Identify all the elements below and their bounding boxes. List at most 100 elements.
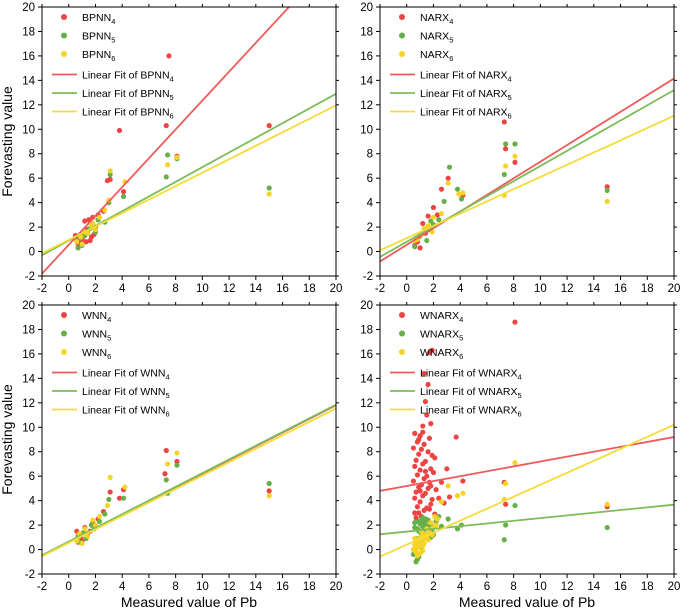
- y-tick-label: 2: [367, 520, 373, 532]
- point-wnarx4-11: [426, 435, 433, 441]
- x-tick-label: 2: [92, 581, 98, 593]
- chart-panel-top-left: -2 0 2 4 6 8 10 12 14 16 18 20 -2 0 2 4 6 8 10 12 14 16 18 20 Fo…: [0, 2, 342, 295]
- point-wnarx4-39: [420, 493, 426, 499]
- legend-label-narx5: NARX5: [420, 31, 453, 45]
- point-bpnn4-17: [83, 239, 89, 245]
- point-bpnn5-1: [163, 174, 169, 180]
- point-wnarx5-15: [412, 520, 418, 526]
- legend-label-bpnn4: BPNN4: [82, 12, 115, 26]
- point-wnarx4-23: [420, 461, 426, 467]
- point-wnn6-2: [174, 450, 180, 456]
- y-tick-label: -2: [363, 271, 373, 283]
- x-tick-label: 0: [404, 283, 410, 295]
- x-tick-label: 18: [641, 581, 654, 593]
- point-wnarx4-43: [428, 501, 434, 507]
- point-wnarx4-5: [422, 398, 429, 405]
- x-tick-label: 10: [534, 581, 547, 593]
- point-wnn6-6: [96, 513, 103, 520]
- legend-marker-bpnn6: [61, 51, 67, 57]
- point-narx5-3: [512, 141, 518, 147]
- point-wnarx4-46: [421, 507, 427, 514]
- y-tick-label: 12: [360, 398, 373, 410]
- x-tick-label: 8: [510, 283, 516, 295]
- legend-marker-wnn4: [61, 312, 67, 318]
- point-narx4-0: [501, 119, 507, 125]
- point-narx4-3: [604, 184, 610, 190]
- x-tick-label: 14: [587, 283, 600, 295]
- point-bpnn6-1: [165, 162, 171, 168]
- point-wnarx5-6: [445, 516, 451, 522]
- point-wnarx6-36: [420, 548, 426, 554]
- fit-line-wnn5: [42, 403, 336, 557]
- point-wnn5-7: [96, 518, 103, 525]
- point-wnarx4-61: [426, 506, 433, 512]
- legend-fit-label-wnarx6: Linear Fit of WNARX6: [420, 405, 522, 419]
- point-narx4-2: [512, 159, 518, 165]
- y-tick-label: 2: [29, 222, 35, 234]
- y-tick-label: 14: [360, 373, 373, 385]
- series-bpnn5: [74, 152, 272, 251]
- legend-fit-label-wnn5: Linear Fit of WNN5: [82, 386, 170, 400]
- point-wnarx4-55: [444, 466, 450, 472]
- point-wnarx6-31: [421, 540, 427, 547]
- point-narx4-4: [445, 175, 451, 181]
- point-wnn5-6: [102, 511, 108, 517]
- x-tick-label: 20: [330, 581, 343, 593]
- series-bpnn6: [74, 154, 272, 247]
- point-wnarx5-0: [604, 524, 610, 531]
- point-narx5-9: [428, 218, 434, 224]
- x-tick-label: 20: [668, 283, 681, 295]
- legend-fit-label-bpnn6: Linear Fit of BPNN6: [82, 107, 174, 121]
- point-bpnn5-5: [120, 193, 127, 200]
- point-wnarx4-52: [438, 479, 445, 485]
- y-tick-label: 18: [22, 324, 35, 336]
- point-wnarx4-57: [503, 501, 509, 507]
- fit-line-wnarx6: [380, 424, 674, 558]
- legend-marker-bpnn4: [61, 14, 67, 20]
- x-tick-label: 4: [457, 283, 464, 295]
- point-wnn5-3: [174, 462, 180, 468]
- series-wnn6: [74, 450, 272, 547]
- legend-marker-wnn5: [61, 330, 67, 337]
- legend: WNARX4 WNARX5 WNARX6 Linear Fit of WNARX4 Li…: [390, 310, 522, 419]
- x-tick-label: -2: [37, 283, 47, 295]
- y-tick-label: 6: [29, 471, 35, 483]
- point-wnn6-5: [104, 502, 111, 509]
- point-narx5-4: [446, 164, 453, 170]
- point-wnarx6-2: [503, 480, 509, 487]
- series-wnn4: [74, 447, 272, 545]
- x-tick-label: 18: [641, 283, 654, 295]
- point-wnarx6-34: [413, 549, 419, 555]
- point-wnarx5-34: [421, 520, 427, 526]
- x-axis-title: Measured value of Pb: [121, 594, 257, 610]
- y-tick-label: 0: [29, 247, 35, 259]
- point-wnarx4-27: [430, 469, 437, 476]
- point-narx4-9: [425, 213, 431, 219]
- point-wnarx4-30: [421, 476, 427, 482]
- point-wnn4-6: [107, 489, 113, 495]
- plot-frame: [41, 6, 337, 277]
- y-axis-title: Forevasting value: [0, 86, 15, 197]
- x-tick-label: 8: [172, 283, 178, 295]
- point-bpnn4-1: [163, 123, 169, 129]
- y-tick-label: 12: [360, 100, 373, 112]
- point-wnarx5-2: [503, 522, 509, 528]
- x-tick-label: 12: [561, 581, 574, 593]
- fit-line-narx6: [380, 115, 674, 252]
- point-wnarx4-17: [425, 449, 431, 455]
- x-tick-label: 8: [510, 581, 516, 593]
- x-tick-label: 16: [276, 283, 289, 295]
- y-tick-label: -2: [25, 569, 35, 581]
- series-wnarx6: [410, 460, 610, 559]
- x-tick-label: 2: [92, 283, 98, 295]
- series-narx5: [412, 141, 610, 250]
- y-tick-label: 16: [22, 51, 35, 63]
- legend-label-wnn5: WNN5: [82, 329, 111, 343]
- legend-label-narx4: NARX4: [420, 12, 453, 26]
- plot-frame: [379, 304, 675, 575]
- y-tick-label: 8: [29, 149, 35, 161]
- legend-label-bpnn6: BPNN6: [82, 49, 115, 63]
- y-tick-label: 20: [360, 2, 373, 14]
- point-wnarx4-21: [413, 457, 419, 463]
- legend-label-wnarx5: WNARX5: [420, 329, 463, 343]
